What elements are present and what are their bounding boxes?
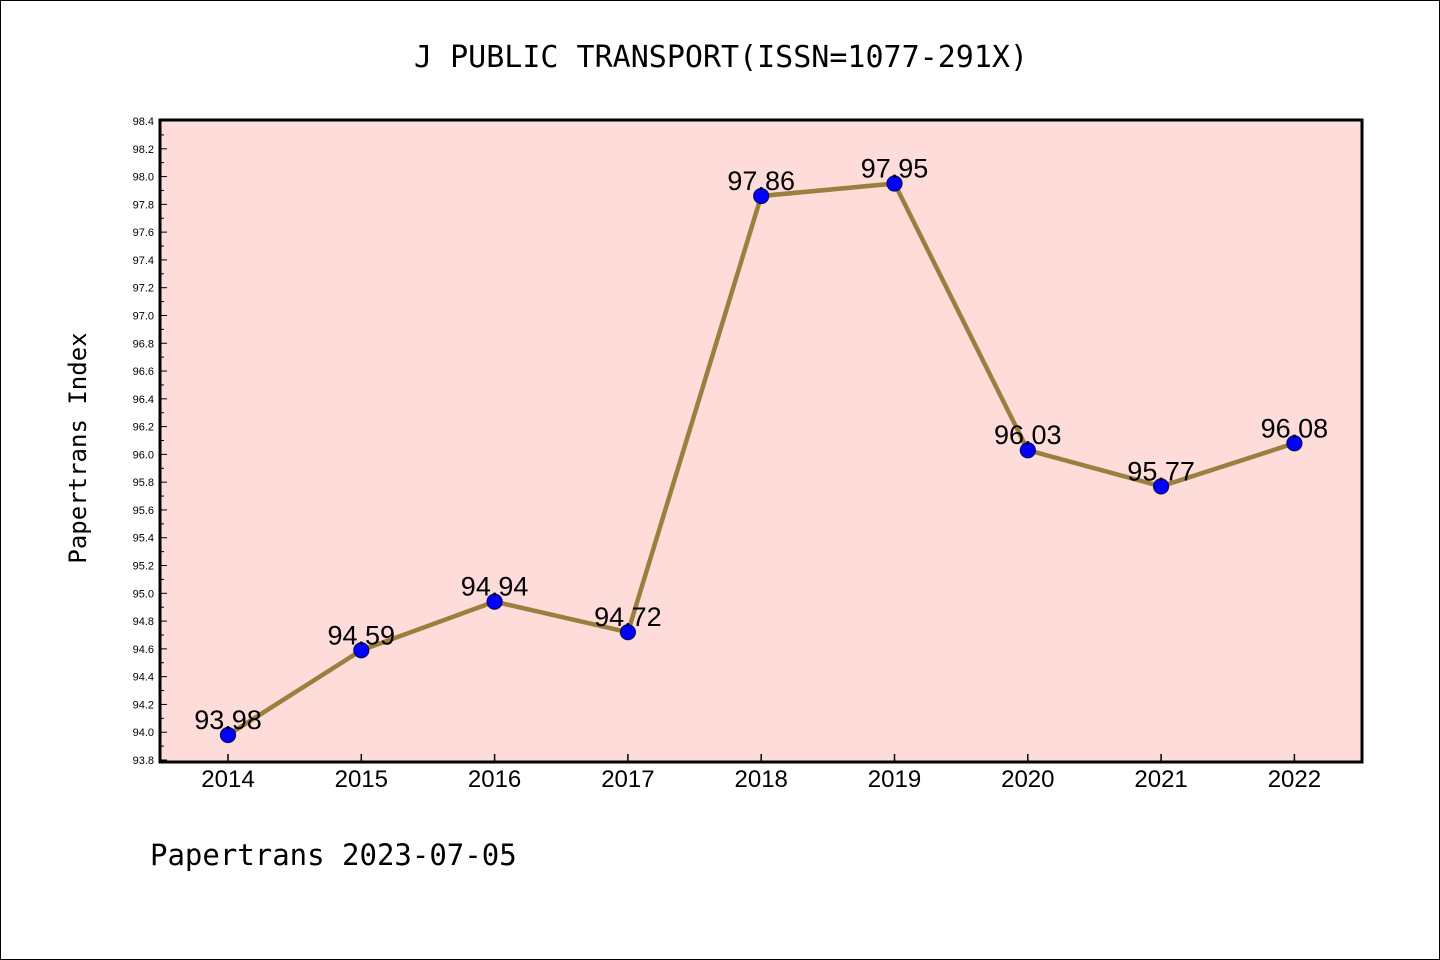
data-point-marker [219, 726, 237, 744]
data-label: 94.94 [461, 572, 529, 602]
y-axis-label: Papertrans Index [64, 332, 92, 563]
y-tick-label: 98.2 [133, 144, 154, 156]
x-tick-label: 2014 [201, 766, 254, 793]
y-tick-label: 95.8 [133, 477, 154, 489]
y-tick-label: 96.2 [133, 422, 154, 434]
y-tick-label: 98.0 [133, 172, 154, 184]
data-label: 96.03 [994, 420, 1062, 450]
y-tick-label: 95.4 [133, 533, 154, 545]
data-label: 94.72 [594, 602, 662, 632]
x-tick-label: 2019 [868, 766, 921, 793]
footer-text: Papertrans 2023-07-05 [150, 838, 517, 872]
x-tick-label: 2022 [1268, 766, 1321, 793]
x-tick-label: 2015 [335, 766, 388, 793]
data-point-marker [353, 642, 370, 659]
data-point-marker [619, 624, 637, 641]
y-tick-label: 96.6 [133, 366, 154, 378]
y-tick-label: 95.0 [133, 588, 154, 600]
x-tick-label: 2017 [601, 766, 654, 793]
y-tick-label: 96.4 [133, 394, 154, 406]
y-tick-label: 96.0 [133, 449, 154, 461]
y-tick-label: 93.8 [133, 755, 154, 767]
series-line-group: 93.98 94.59 94.94 94.72 97.86 97.95 96.03 95.77… [194, 154, 1329, 744]
y-tick-label: 94.4 [133, 672, 154, 684]
y-tick-label: 97.2 [133, 283, 154, 295]
y-tick-label: 95.2 [133, 561, 154, 573]
data-point-marker [1152, 478, 1170, 495]
x-tick-label: 2021 [1134, 766, 1187, 793]
data-label: 97.86 [727, 166, 795, 196]
chart-title: J PUBLIC TRANSPORT(ISSN=1077-291X) [414, 40, 1028, 75]
data-label: 93.98 [194, 705, 262, 735]
y-tick-label: 97.8 [133, 199, 154, 211]
x-tick-label: 2020 [1001, 766, 1054, 793]
data-label: 96.08 [1261, 413, 1329, 443]
data-point-marker [486, 593, 503, 610]
data-point-marker [886, 175, 903, 192]
y-tick-label: 94.6 [133, 644, 154, 656]
y-tick-label: 97.6 [133, 227, 154, 239]
y-tick-label: 94.8 [133, 616, 154, 628]
y-tick-label: 95.6 [133, 505, 154, 517]
y-tick-label: 97.4 [133, 255, 154, 267]
y-axis: 93.8 94.0 94.2 94.4 94.6 94.8 95.0 95.2 95.4 95.6… [133, 116, 167, 767]
y-tick-label: 94.0 [133, 727, 154, 739]
y-tick-label: 94.2 [133, 699, 154, 711]
x-tick-label: 2018 [735, 766, 788, 793]
data-point-marker [1019, 442, 1036, 459]
y-tick-label: 98.4 [133, 116, 154, 128]
x-axis: 2014 2015 2016 2017 2018 2019 2020 2021 2022 [201, 754, 1321, 793]
x-tick-label: 2016 [468, 766, 521, 793]
data-point-marker [753, 187, 770, 205]
y-tick-label: 97.0 [133, 310, 154, 322]
data-label: 94.59 [328, 620, 396, 650]
data-label: 95.77 [1127, 456, 1195, 486]
data-point-marker [1286, 435, 1303, 452]
data-label: 97.95 [861, 154, 929, 184]
y-tick-label: 96.8 [133, 338, 154, 350]
